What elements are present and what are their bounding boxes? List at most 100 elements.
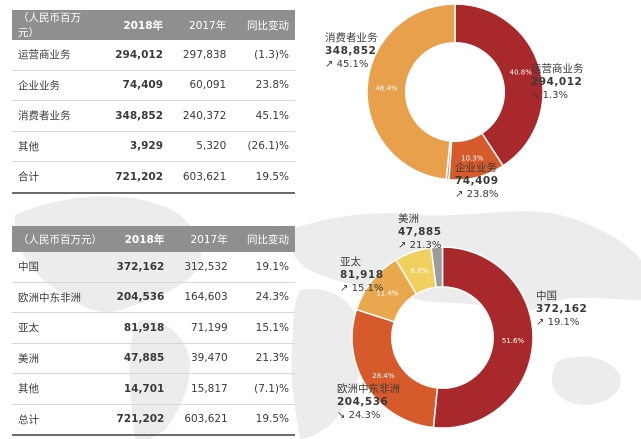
table-row: 其他 14,701 15,817 (7.1)%	[12, 374, 295, 404]
cell-2017: 71,199	[190, 321, 228, 334]
annotation-emea: 欧洲中东非洲 204,536 ↘ 24.3%	[337, 383, 400, 422]
total-label: 合计	[18, 171, 39, 184]
table-total-row: 合计 721,202 603,621 19.5%	[12, 161, 295, 193]
row-label: 企业业务	[18, 79, 60, 92]
annotation-label: 欧洲中东非洲	[337, 383, 400, 395]
table-row: 美洲 47,885 39,470 21.3%	[12, 343, 295, 374]
annotation-growth: ↗ 19.1%	[536, 317, 580, 328]
annotation-carrier: 运营商业务 294,012 ↘ 1.3%	[531, 63, 584, 102]
row-label: 欧洲中东非洲	[18, 291, 81, 304]
donut-slice	[351, 308, 439, 429]
slice-percent-label: 6.6%	[411, 267, 429, 275]
table-header-row: （人民币百万元） 2018年 2017年 同比变动	[12, 10, 295, 40]
annotation-label: 美洲	[398, 213, 419, 225]
row-label: 中国	[18, 261, 39, 274]
cell-2018: 47,885	[123, 352, 165, 365]
annotation-value: 47,885	[398, 226, 442, 238]
cell-yoy: (26.1)%	[247, 140, 289, 153]
row-label: 亚太	[18, 322, 39, 335]
annotation-growth: ↗ 23.8%	[455, 189, 499, 200]
row-label: 美洲	[18, 352, 39, 365]
annotation-value: 204,536	[337, 396, 389, 408]
slice-percent-label: 48.4%	[375, 85, 398, 93]
cell-2017: 5,320	[196, 140, 227, 153]
header-yoy: 同比变动	[233, 226, 295, 252]
region-donut-chart: 51.6% 28.4% 11.4% 6.6%	[351, 246, 534, 429]
annotation-china: 中国 372,162 ↗ 19.1%	[536, 290, 587, 329]
table-row: 亚太 81,918 71,199 15.1%	[12, 313, 295, 343]
table-row: 企业业务 74,409 60,091 23.8%	[12, 70, 295, 101]
cell-2018: 204,536	[116, 291, 165, 304]
cell-yoy: (1.3)%	[254, 48, 289, 61]
annotation-americas: 美洲 47,885 ↗ 21.3%	[398, 213, 442, 252]
total-2017: 603,621	[182, 170, 227, 183]
total-yoy: 19.5%	[255, 413, 289, 426]
cell-2017: 312,532	[184, 260, 228, 273]
cell-yoy: 19.1%	[255, 260, 289, 273]
table-row: 运营商业务 294,012 297,838 (1.3)%	[12, 40, 295, 70]
table-header-row: （人民币百万元） 2018年 2017年 同比变动	[12, 226, 295, 252]
annotation-value: 74,409	[455, 175, 499, 187]
annotation-growth: ↗ 45.1%	[325, 59, 369, 70]
cell-2018: 14,701	[123, 382, 165, 395]
trend-arrow-icon: ↗	[398, 240, 407, 251]
donut-slice	[430, 246, 444, 289]
trend-arrow-icon: ↗	[340, 283, 349, 294]
cell-2017: 60,091	[189, 79, 227, 92]
annotation-growth: ↘ 24.3%	[337, 410, 381, 421]
header-2017: 2017年	[169, 10, 233, 40]
annotation-label: 消费者业务	[325, 32, 378, 44]
annotation-label: 运营商业务	[531, 63, 584, 75]
cell-2018: 348,852	[115, 109, 164, 122]
donut-slice	[366, 3, 456, 181]
cell-yoy: (7.1)%	[254, 382, 289, 395]
cell-2017: 39,470	[190, 352, 228, 365]
segment-revenue-table: （人民币百万元） 2018年 2017年 同比变动 运营商业务 294,012 …	[12, 10, 295, 194]
table-row: 其他 3,929 5,320 (26.1)%	[12, 131, 295, 162]
total-yoy: 19.5%	[255, 170, 289, 183]
row-label: 运营商业务	[18, 49, 71, 62]
row-label: 消费者业务	[18, 110, 71, 123]
header-2018: 2018年	[101, 10, 170, 40]
annotation-value: 81,918	[340, 269, 384, 281]
total-label: 总计	[18, 413, 39, 426]
total-2018: 721,202	[115, 170, 164, 183]
cell-yoy: 45.1%	[255, 109, 289, 122]
row-label: 其他	[18, 140, 39, 153]
annotation-growth: ↘ 1.3%	[531, 90, 568, 101]
cell-2017: 15,817	[190, 382, 228, 395]
header-unit: （人民币百万元）	[12, 226, 103, 252]
header-unit: （人民币百万元）	[12, 10, 102, 40]
annotation-label: 中国	[536, 290, 557, 302]
donut-slice	[432, 246, 534, 429]
annotation-consumer: 消费者业务 348,852 ↗ 45.1%	[325, 32, 378, 71]
annotation-value: 348,852	[325, 45, 377, 57]
annotation-growth: ↗ 21.3%	[398, 240, 442, 251]
trend-arrow-icon: ↘	[531, 90, 540, 101]
slice-percent-label: 10.3%	[461, 154, 484, 162]
cell-2017: 240,372	[182, 109, 227, 122]
row-label: 其他	[18, 383, 39, 396]
cell-2018: 81,918	[123, 321, 165, 334]
table-row: 欧洲中东非洲 204,536 164,603 24.3%	[12, 282, 295, 313]
annotation-label: 亚太	[340, 256, 361, 268]
annotation-growth: ↗ 15.1%	[340, 283, 384, 294]
annotation-enterprise: 企业业务 74,409 ↗ 23.8%	[455, 162, 499, 201]
slice-percent-label: 28.4%	[372, 372, 395, 380]
annotation-label: 企业业务	[455, 162, 497, 174]
cell-yoy: 21.3%	[255, 352, 289, 365]
cell-2017: 297,838	[182, 48, 227, 61]
header-yoy: 同比变动	[232, 10, 295, 40]
cell-2018: 74,409	[122, 79, 164, 92]
slice-percent-label: 40.8%	[510, 68, 533, 76]
donut-slice	[454, 3, 544, 167]
cell-2018: 294,012	[115, 48, 164, 61]
total-2017: 603,621	[184, 413, 228, 426]
header-2018: 2018年	[102, 226, 171, 252]
slice-percent-label: 51.6%	[502, 337, 525, 345]
table-row: 中国 372,162 312,532 19.1%	[12, 252, 295, 282]
slice-percent-label: 11.4%	[376, 290, 399, 298]
table-total-row: 总计 721,202 603,621 19.5%	[12, 404, 295, 435]
trend-arrow-icon: ↗	[325, 59, 334, 70]
segment-donut-chart: 40.8% 10.3% 48.4%	[366, 3, 544, 181]
